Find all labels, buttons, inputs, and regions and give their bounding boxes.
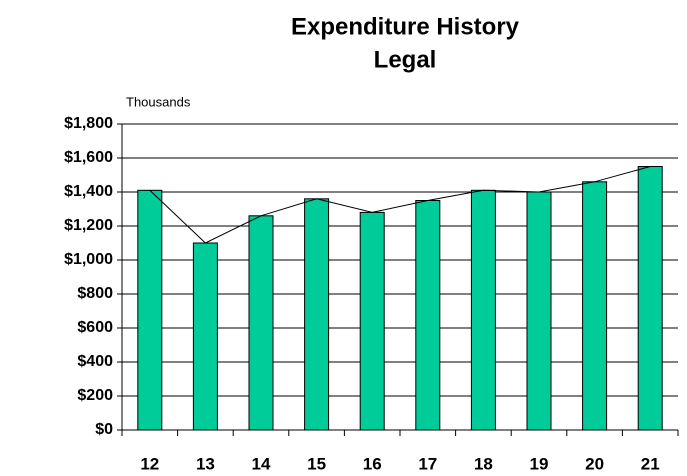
y-tick-label: $0 — [95, 421, 113, 438]
bar — [415, 200, 441, 431]
x-tick-label: 19 — [530, 454, 549, 473]
bar — [582, 181, 608, 431]
chart-subtitle: Legal — [374, 46, 437, 73]
x-tick-label: 20 — [585, 454, 604, 473]
x-tick-label: 12 — [140, 454, 159, 473]
bar — [526, 191, 552, 431]
y-tick-label: $200 — [77, 387, 113, 404]
x-tick-label: 14 — [252, 454, 271, 473]
y-tick-label: $1,600 — [64, 149, 113, 166]
x-tick-label: 21 — [641, 454, 660, 473]
x-tick-label: 18 — [474, 454, 493, 473]
bar — [637, 166, 663, 431]
chart-title: Expenditure History — [291, 13, 520, 40]
bar — [359, 211, 385, 431]
x-tick-label: 16 — [363, 454, 382, 473]
bar — [304, 198, 330, 431]
y-tick-label: $800 — [77, 285, 113, 302]
bar — [248, 215, 274, 431]
bar — [192, 242, 218, 431]
y-tick-label: $400 — [77, 353, 113, 370]
y-unit-label: Thousands — [126, 94, 191, 109]
x-tick-label: 13 — [196, 454, 215, 473]
y-tick-label: $1,400 — [64, 183, 113, 200]
y-tick-label: $1,200 — [64, 217, 113, 234]
y-tick-label: $600 — [77, 319, 113, 336]
y-tick-label: $1,000 — [64, 251, 113, 268]
y-tick-label: $1,800 — [64, 115, 113, 132]
trend-line — [149, 166, 651, 244]
bar — [470, 189, 496, 431]
x-tick-label: 15 — [307, 454, 326, 473]
bar — [137, 189, 163, 431]
x-tick-label: 17 — [418, 454, 437, 473]
